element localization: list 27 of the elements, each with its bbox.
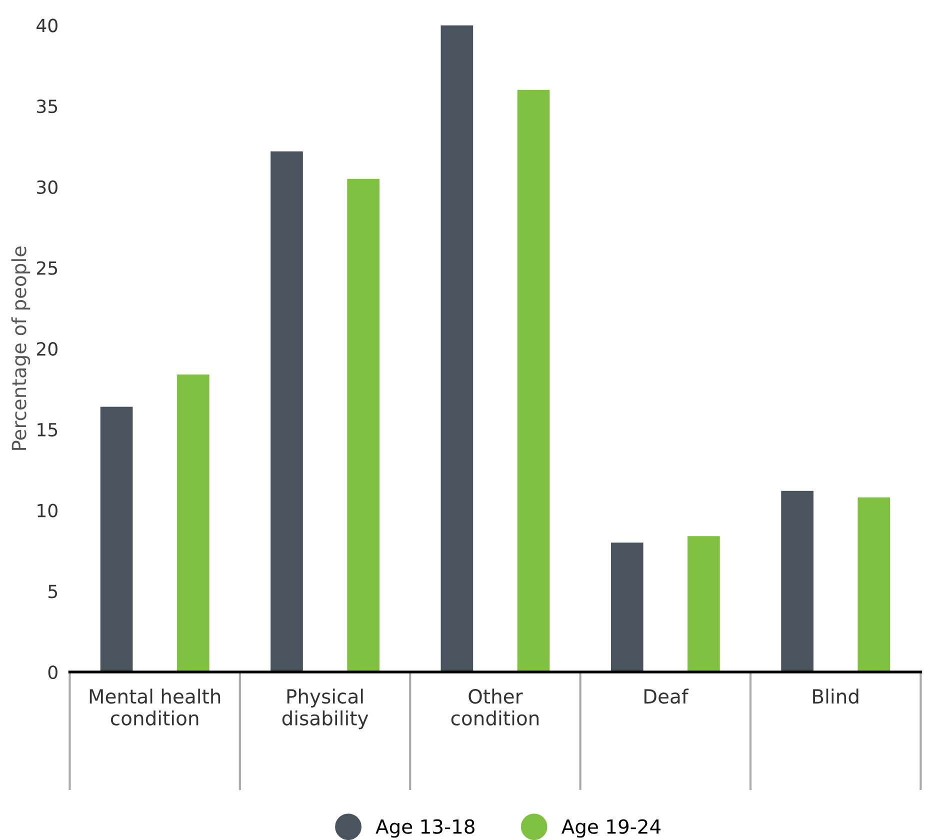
y-tick-label: 20: [36, 342, 58, 356]
bar: [270, 151, 303, 672]
bar: [440, 25, 474, 672]
legend-label: Age 13-18: [376, 819, 474, 838]
y-tick-label: 0: [48, 665, 58, 680]
bar: [176, 374, 210, 672]
legend-label: Age 19-24: [561, 819, 661, 838]
bar: [858, 497, 890, 672]
bar: [781, 490, 814, 672]
bar: [688, 536, 720, 672]
y-tick-label: 10: [38, 504, 58, 518]
y-axis-title: Percentage of people: [11, 246, 30, 450]
x-tick-label: Mental health condition: [90, 688, 220, 726]
y-tick-label: 15: [38, 423, 58, 437]
bar: [517, 90, 550, 672]
y-tick-label: 25: [36, 261, 58, 275]
x-tick-label: Blind: [813, 688, 858, 704]
x-tick-label: Other condition: [451, 688, 539, 726]
x-tick-label: Deaf: [644, 688, 689, 704]
y-tick-label: 5: [48, 584, 58, 598]
bar: [347, 178, 380, 672]
x-tick-label: Physical disability: [282, 688, 368, 730]
bar: [610, 542, 644, 672]
y-tick-label: 30: [37, 180, 58, 194]
bar: [100, 406, 133, 672]
y-tick-label: 40: [36, 18, 58, 32]
y-tick-label: 35: [37, 100, 58, 114]
